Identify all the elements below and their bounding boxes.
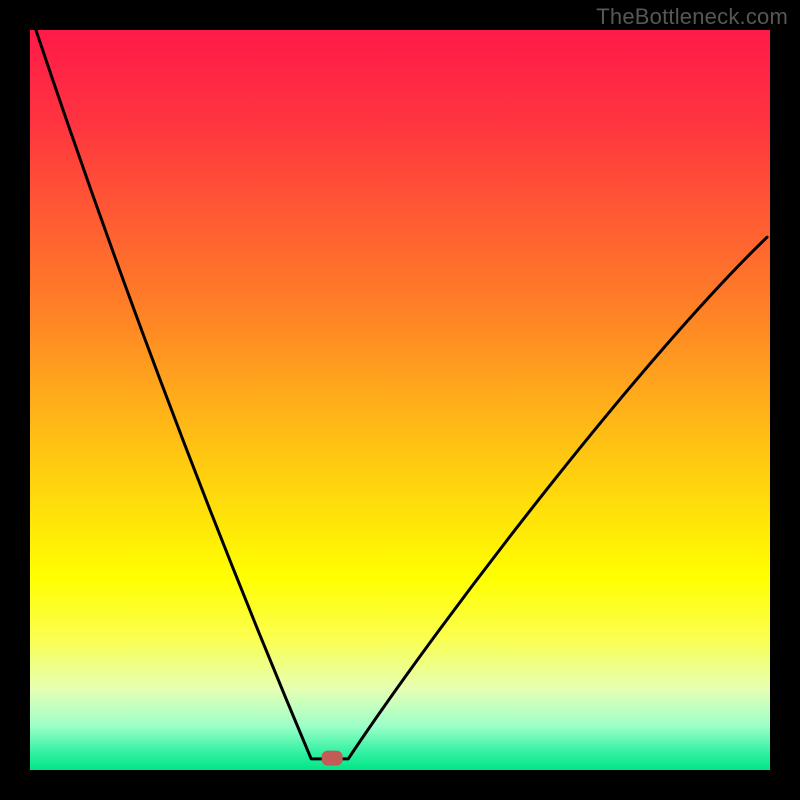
bottleneck-curve <box>30 30 770 770</box>
watermark-text: TheBottleneck.com <box>596 4 788 30</box>
plot-area <box>30 30 770 770</box>
optimum-marker <box>322 751 343 766</box>
